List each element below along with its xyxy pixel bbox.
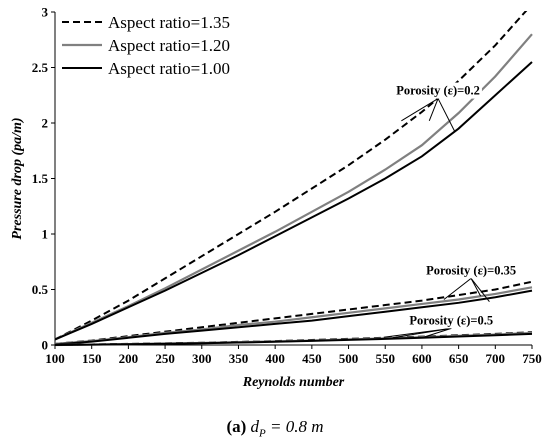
caption-part: (a) xyxy=(226,417,247,436)
annotation-leader-1-2 xyxy=(470,278,490,303)
annotation-leader-0-2 xyxy=(437,98,456,133)
series-line-porosity-0.2-ratio-1 xyxy=(54,33,533,341)
series-line-porosity-0.2-ratio-0 xyxy=(54,3,533,341)
legend-label-1: Aspect ratio=1.20 xyxy=(108,36,230,55)
x-tick-label: 300 xyxy=(192,351,212,366)
x-tick-label: 550 xyxy=(375,351,395,366)
x-tick-label: 150 xyxy=(82,351,102,366)
x-tick-label: 500 xyxy=(339,351,359,366)
y-tick-label: 0.5 xyxy=(32,282,49,297)
annotation-label-bg-1 xyxy=(424,262,519,279)
top-clip-mask xyxy=(56,0,548,11)
annotation-label-2: Porosity (ε)=0.5 xyxy=(409,313,493,327)
series-line-porosity-0.35-ratio-0 xyxy=(54,280,533,345)
series-line-porosity-0.35-ratio-2 xyxy=(54,289,533,346)
annotation-leader-0-1 xyxy=(428,98,439,121)
annotation-label-1: Porosity (ε)=0.35 xyxy=(426,263,516,277)
annotation-label-0: Porosity (ε)=0.2 xyxy=(396,84,480,98)
series-line-porosity-0.2-ratio-2 xyxy=(54,61,533,341)
y-tick-label: 1 xyxy=(42,227,49,242)
annotation-label-bg-0 xyxy=(394,82,482,99)
y-tick-label: 2.5 xyxy=(32,60,49,75)
caption-var: d xyxy=(250,417,260,436)
x-tick-label: 100 xyxy=(45,351,65,366)
y-axis-title: Pressure drop (pa/m) xyxy=(10,117,25,239)
legend-label-0: Aspect ratio=1.35 xyxy=(108,13,230,32)
series-line-porosity-0.5-ratio-1 xyxy=(54,331,533,347)
y-tick-label: 3 xyxy=(42,5,49,20)
legend-label-2: Aspect ratio=1.00 xyxy=(108,59,230,78)
annotation-leader-0-0 xyxy=(401,98,439,122)
figure-caption: (a) dP = 0.8 m xyxy=(0,417,550,439)
x-tick-label: 200 xyxy=(119,351,139,366)
x-tick-label: 600 xyxy=(412,351,432,366)
x-axis-title: Reynolds number xyxy=(242,375,345,390)
annotation-leader-2-1 xyxy=(392,327,452,339)
x-tick-label: 450 xyxy=(302,351,322,366)
x-tick-label: 250 xyxy=(155,351,175,366)
caption-sub: P xyxy=(259,427,266,440)
pressure-drop-chart: 100 150 200 250 300 350 400 450 500 550 600 650 700 7… xyxy=(10,0,548,390)
x-tick-label: 750 xyxy=(522,351,542,366)
annotation-leader-1-1 xyxy=(470,278,482,297)
annotation-leader-2-2 xyxy=(421,327,452,339)
caption-rest: = 0.8 m xyxy=(265,417,324,436)
y-tick-label: 0 xyxy=(42,338,49,353)
x-tick-label: 700 xyxy=(486,351,506,366)
annotation-leader-1-0 xyxy=(443,278,472,300)
x-tick-label: 400 xyxy=(265,351,285,366)
x-tick-label: 650 xyxy=(449,351,469,366)
annotation-label-bg-2 xyxy=(407,312,496,329)
x-tick-label: 350 xyxy=(229,351,249,366)
y-tick-label: 1.5 xyxy=(32,171,49,186)
y-tick-label: 2 xyxy=(42,116,49,131)
series-line-porosity-0.5-ratio-2 xyxy=(54,332,533,346)
